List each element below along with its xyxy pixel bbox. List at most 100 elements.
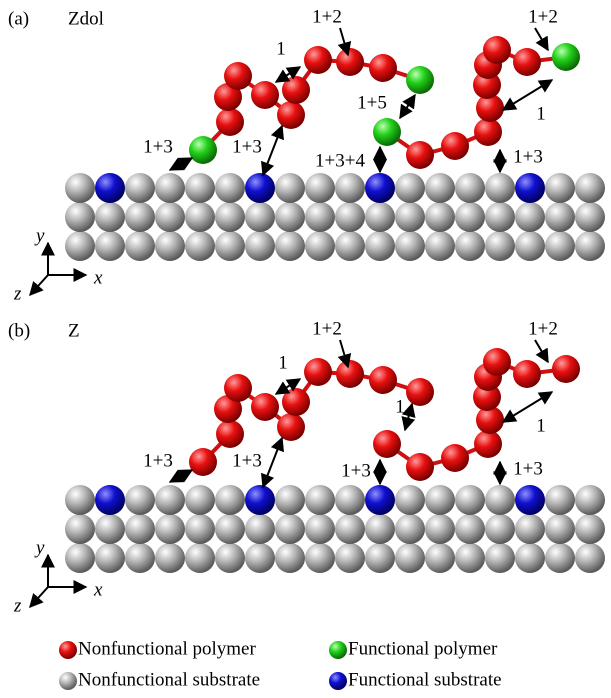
substrate-atom (155, 514, 185, 544)
substrate-atom (185, 543, 215, 573)
substrate-atom (365, 514, 395, 544)
bead (441, 132, 469, 160)
substrate-atom (515, 514, 545, 544)
bead (373, 430, 401, 458)
substrate-atom (425, 543, 455, 573)
substrate-atom (215, 173, 245, 203)
substrate-atom (575, 543, 605, 573)
substrate-atom (305, 202, 335, 232)
substrate-atom (215, 485, 245, 515)
substrate-atom (515, 543, 545, 573)
axis-x: x (93, 267, 103, 288)
substrate-atom (125, 173, 155, 203)
annotation: 1+2 (528, 6, 558, 27)
substrate-atom (545, 514, 575, 544)
substrate-atom (155, 485, 185, 515)
substrate-atom (335, 485, 365, 515)
panel-title: Z (68, 320, 80, 341)
panel-title: Zdol (68, 8, 104, 29)
functional-substrate-atom (95, 173, 125, 203)
legend-label: Functional substrate (348, 669, 502, 690)
functional-substrate-atom (365, 173, 395, 203)
legend-label: Functional polymer (348, 638, 498, 659)
substrate-atom (305, 543, 335, 573)
bead (189, 448, 217, 476)
bead (552, 355, 580, 383)
substrate-atom (215, 514, 245, 544)
substrate-atom (275, 485, 305, 515)
annotation: 1+2 (312, 318, 342, 339)
substrate-atom (65, 543, 95, 573)
bead (336, 360, 364, 388)
axis-z: z (13, 283, 22, 304)
substrate-atom (245, 514, 275, 544)
arrow (535, 340, 548, 362)
substrate-atom (275, 202, 305, 232)
substrate-atom (455, 485, 485, 515)
substrate-atom (155, 231, 185, 261)
functional-substrate-atom (245, 173, 275, 203)
axis-x: x (93, 579, 103, 600)
substrate-atom (395, 543, 425, 573)
arrow (263, 438, 282, 487)
substrate-atom (485, 543, 515, 573)
substrate-atom (95, 514, 125, 544)
substrate-atom (575, 485, 605, 515)
bead (277, 101, 305, 129)
bead (277, 413, 305, 441)
substrate-atom (125, 514, 155, 544)
substrate-atom (365, 543, 395, 573)
substrate-atom (485, 173, 515, 203)
substrate-atom (95, 202, 125, 232)
bead (513, 48, 541, 76)
bead (406, 378, 434, 406)
substrate-atom (545, 231, 575, 261)
bead (216, 420, 244, 448)
substrate-atom (185, 514, 215, 544)
substrate-atom (545, 202, 575, 232)
bead (474, 430, 502, 458)
substrate-atom (215, 202, 245, 232)
bead (224, 62, 252, 90)
substrate-atom (425, 202, 455, 232)
bead (441, 444, 469, 472)
bead (251, 81, 279, 109)
arrow (405, 404, 412, 430)
substrate-atom (245, 543, 275, 573)
substrate-atom (185, 485, 215, 515)
arrow (400, 95, 415, 118)
legend-swatch (59, 641, 77, 659)
substrate-atom (425, 514, 455, 544)
bead (251, 393, 279, 421)
functional-substrate-atom (95, 485, 125, 515)
substrate-atom (335, 543, 365, 573)
legend-swatch (59, 672, 77, 690)
substrate-atom (125, 543, 155, 573)
annotation: 1+3 (143, 450, 173, 471)
functional-bead (552, 43, 580, 71)
panel-label: (b) (8, 320, 30, 341)
substrate-atom (575, 514, 605, 544)
functional-substrate-atom (515, 485, 545, 515)
axis-y: y (34, 225, 45, 246)
annotation: 1+3 (232, 136, 262, 157)
annotation: 1+3 (341, 460, 371, 481)
bead (282, 76, 310, 104)
substrate-atom (335, 173, 365, 203)
bead (282, 388, 310, 416)
substrate-atom (455, 231, 485, 261)
substrate-atom (275, 173, 305, 203)
substrate-atom (155, 202, 185, 232)
figure: (a)Zdol1+211+31+31+51+3+41+31+21yxz(b)Z1… (0, 0, 611, 698)
substrate-atom (425, 173, 455, 203)
substrate-atom (485, 514, 515, 544)
bead (336, 48, 364, 76)
substrate-atom (575, 202, 605, 232)
substrate-atom (65, 231, 95, 261)
substrate-atom (215, 231, 245, 261)
substrate-atom (575, 231, 605, 261)
substrate-atom (395, 514, 425, 544)
bead (483, 36, 511, 64)
legend-swatch (329, 672, 347, 690)
substrate-atom (515, 231, 545, 261)
